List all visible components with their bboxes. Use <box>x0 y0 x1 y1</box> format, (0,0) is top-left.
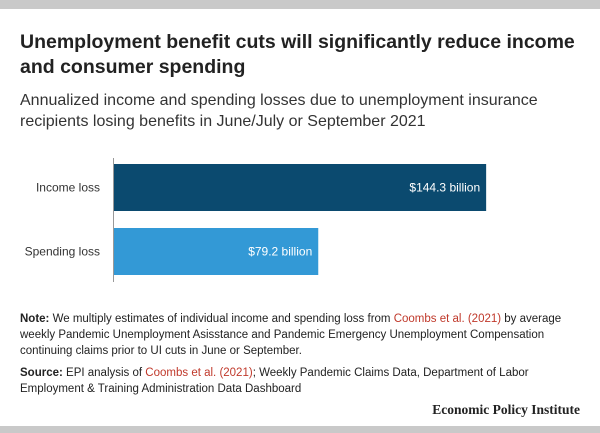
bottom-rule <box>0 426 600 433</box>
bar-spending-loss <box>114 228 319 275</box>
chart-subtitle: Annualized income and spending losses du… <box>20 92 538 130</box>
notes: Note: We multiply estimates of individua… <box>20 311 580 403</box>
note-citation-link[interactable]: Coombs et al. (2021) <box>393 313 502 325</box>
note-paragraph: Note: We multiply estimates of individua… <box>20 311 580 359</box>
bar-value-label: $144.3 billion <box>409 181 480 195</box>
category-label: Spending loss <box>25 245 100 259</box>
bar-value-label: $79.2 billion <box>248 245 312 259</box>
source-citation-link[interactable]: Coombs et al. (2021) <box>145 367 253 379</box>
source-paragraph: Source: EPI analysis of Coombs et al. (2… <box>20 365 580 397</box>
note-text-before: We multiply estimates of individual inco… <box>49 313 394 325</box>
note-label: Note: <box>20 313 50 325</box>
bar-chart: Income loss $144.3 billion Spending loss $7… <box>25 158 487 282</box>
bars-group: Income loss $144.3 billion Spending loss $7… <box>25 164 487 275</box>
note-text-after: by average weekly Pandemic Unemployment … <box>20 313 562 357</box>
source-text-after: ; Weekly Pandemic Claims Data, Departmen… <box>20 367 529 395</box>
brand-logo-text: Economic Policy Institute <box>432 402 580 417</box>
source-text-before: EPI analysis of <box>62 367 146 379</box>
bar-income-loss <box>114 164 487 211</box>
top-rule <box>0 0 600 9</box>
source-label: Source: <box>20 367 63 379</box>
chart-title: Unemployment benefit cuts will significa… <box>20 31 575 78</box>
category-label: Income loss <box>36 181 100 195</box>
